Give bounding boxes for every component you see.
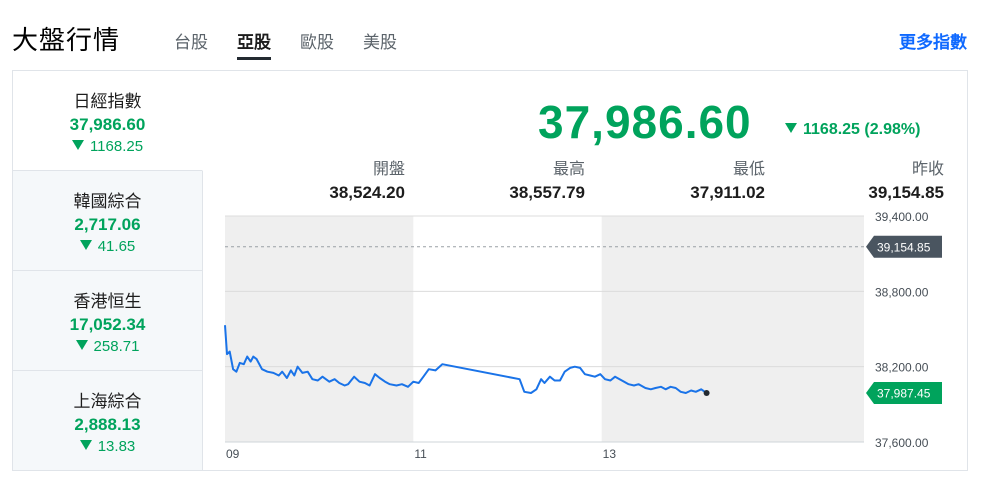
price-change: 1168.25 (2.98%) xyxy=(785,121,920,139)
prev-close-badge-label: 39,154.85 xyxy=(877,240,931,254)
y-tick-label: 38,200.00 xyxy=(875,361,929,375)
down-arrow-icon xyxy=(79,440,92,450)
current-price: 37,986.60 xyxy=(538,96,752,148)
stat-value: 37,911.02 xyxy=(690,183,765,202)
index-change-value: 13.83 xyxy=(97,438,136,455)
last-price-badge-label: 37,987.45 xyxy=(877,387,931,401)
index-sidebar: 日經指數 37,986.60 1168.25 韓國綜合 2,717.06 41.… xyxy=(13,71,203,470)
down-arrow-icon xyxy=(79,240,92,250)
index-price: 17,052.34 xyxy=(69,315,146,334)
x-tick-label: 11 xyxy=(414,447,427,461)
stat-value: 38,557.79 xyxy=(509,183,585,202)
intraday-chart[interactable]: 39,400.00 38,800.00 38,200.00 37,600.00 09 11… xyxy=(13,71,967,470)
index-name: 香港恒生 xyxy=(73,292,142,311)
stat-low: 最低 37,911.02 xyxy=(605,155,765,203)
down-arrow-icon xyxy=(785,123,797,133)
stat-label: 昨收 xyxy=(911,161,944,178)
index-item-nikkei[interactable]: 日經指數 37,986.60 1168.25 xyxy=(13,71,203,171)
stat-value: 39,154.85 xyxy=(868,183,944,202)
stat-value: 38,524.20 xyxy=(329,183,405,202)
index-change: 258.71 xyxy=(13,338,202,355)
tab-europe[interactable]: 歐股 xyxy=(300,33,334,52)
stat-label: 最低 xyxy=(732,161,765,178)
index-price: 2,717.06 xyxy=(74,215,141,234)
market-tabs: 台股 亞股 歐股 美股 xyxy=(174,28,426,60)
index-item-kospi[interactable]: 韓國綜合 2,717.06 41.65 xyxy=(13,171,203,271)
index-name: 上海綜合 xyxy=(73,392,142,411)
tab-taiwan[interactable]: 台股 xyxy=(174,33,208,52)
price-change-value: 1168.25 (2.98%) xyxy=(803,121,921,138)
y-tick-label: 38,800.00 xyxy=(875,285,929,299)
index-change-value: 258.71 xyxy=(93,338,140,355)
index-change-value: 41.65 xyxy=(97,238,136,255)
index-price: 2,888.13 xyxy=(74,415,141,434)
prev-close-badge xyxy=(866,235,942,258)
stat-label: 開盤 xyxy=(372,161,405,178)
down-arrow-icon xyxy=(71,140,84,150)
tab-asia[interactable]: 亞股 xyxy=(237,28,271,60)
index-change-value: 1168.25 xyxy=(89,138,144,155)
index-price: 37,986.60 xyxy=(69,115,146,134)
x-tick-label: 09 xyxy=(226,447,240,461)
y-tick-label: 37,600.00 xyxy=(875,436,929,450)
page-title: 大盤行情 xyxy=(12,25,121,55)
price-line xyxy=(224,325,708,394)
stat-prev-close: 昨收 39,154.85 xyxy=(784,155,944,203)
tab-us[interactable]: 美股 xyxy=(363,33,397,52)
y-tick-label: 39,400.00 xyxy=(875,210,929,224)
header: 大盤行情 台股 亞股 歐股 美股 更多指數 xyxy=(0,0,984,70)
session-band xyxy=(601,216,864,442)
index-item-hangseng[interactable]: 香港恒生 17,052.34 258.71 xyxy=(13,271,203,371)
stat-label: 最高 xyxy=(552,161,585,178)
stat-open: 開盤 38,524.20 xyxy=(245,155,405,203)
session-band xyxy=(225,216,414,442)
market-panel: 日經指數 37,986.60 1168.25 韓國綜合 2,717.06 41.… xyxy=(12,70,968,471)
index-change: 1168.25 xyxy=(13,138,202,155)
index-item-shanghai[interactable]: 上海綜合 2,888.13 13.83 xyxy=(13,371,203,470)
index-name: 日經指數 xyxy=(73,92,142,111)
last-price-badge xyxy=(866,382,942,405)
index-name: 韓國綜合 xyxy=(73,192,142,211)
down-arrow-icon xyxy=(75,340,88,350)
last-price-dot xyxy=(703,390,710,397)
index-change: 13.83 xyxy=(13,438,202,455)
x-tick-label: 13 xyxy=(603,447,617,461)
index-change: 41.65 xyxy=(13,238,202,255)
stat-high: 最高 38,557.79 xyxy=(425,155,585,203)
more-indices-link[interactable]: 更多指數 xyxy=(899,33,967,52)
